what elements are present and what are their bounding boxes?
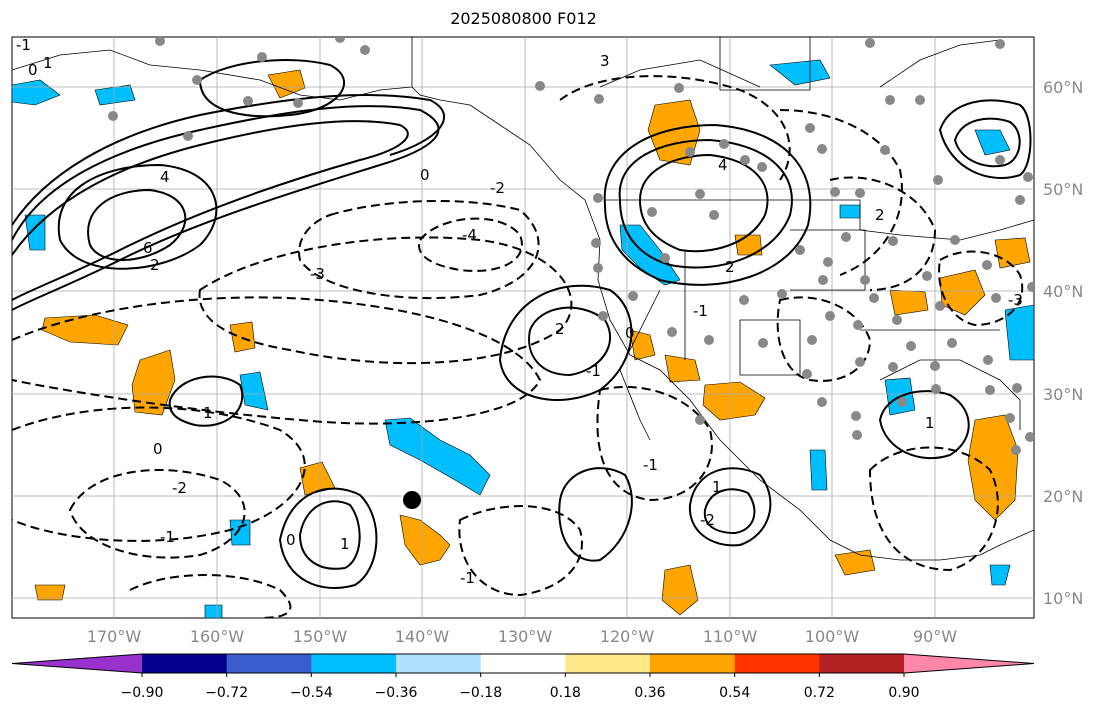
negative-contours bbox=[12, 75, 1024, 618]
lon-label: 120°W bbox=[600, 627, 655, 646]
colorbar-segment bbox=[819, 654, 905, 673]
lat-label: 20°N bbox=[1043, 487, 1083, 506]
colorbar-tick-label: −0.36 bbox=[375, 685, 418, 701]
colorbar-segment bbox=[226, 654, 312, 673]
positive-anomaly-regions bbox=[34, 69, 1031, 616]
coastlines bbox=[12, 37, 1034, 561]
contour-label: 4 bbox=[160, 168, 170, 186]
contour-label: 1 bbox=[925, 414, 935, 432]
lon-label: 100°W bbox=[805, 627, 860, 646]
lon-label: 140°W bbox=[395, 627, 450, 646]
contour-label: -1 bbox=[16, 36, 31, 54]
contour-label: -2 bbox=[700, 511, 715, 529]
contour-label: -1 bbox=[460, 569, 475, 587]
contour-label: -1 bbox=[160, 528, 175, 546]
colorbar-max-extension bbox=[904, 654, 1034, 673]
contour-label: 2 bbox=[555, 320, 565, 338]
colorbar-tick-label: −0.54 bbox=[290, 685, 333, 701]
contour-label: 3 bbox=[600, 52, 610, 70]
contour-label: -1 bbox=[643, 456, 658, 474]
contour-label: -2 bbox=[172, 479, 187, 497]
contour-label: -4 bbox=[462, 226, 477, 244]
lon-label: 170°W bbox=[87, 627, 142, 646]
contour-label: 4 bbox=[718, 156, 728, 174]
colorbar-segment bbox=[734, 654, 820, 673]
latitude-labels: 60°N 50°N 40°N 30°N 20°N 10°N bbox=[1043, 78, 1083, 608]
colorbar-tick-label: 0.72 bbox=[804, 685, 835, 701]
colorbar-tick-label: −0.18 bbox=[459, 685, 502, 701]
contour-label: 0 bbox=[28, 61, 38, 79]
contour-label: 2 bbox=[150, 256, 160, 274]
contour-label: 0 bbox=[625, 324, 635, 342]
colorbar: −0.90 −0.72 −0.54 −0.36 −0.18 0.18 0.36 0.54 0.7… bbox=[11, 653, 1035, 701]
lat-label: 50°N bbox=[1043, 180, 1083, 199]
colorbar-segment bbox=[396, 654, 482, 673]
contour-label: 6 bbox=[143, 239, 153, 257]
longitude-labels: 170°W 160°W 150°W 140°W 130°W 120°W 110°… bbox=[87, 627, 957, 646]
contour-label: -2 bbox=[490, 179, 505, 197]
colorbar-tick-label: 0.36 bbox=[634, 685, 665, 701]
contour-label: 2 bbox=[875, 206, 885, 224]
contour-label: -1 bbox=[693, 302, 708, 320]
lon-label: 150°W bbox=[293, 627, 348, 646]
lat-label: 30°N bbox=[1043, 385, 1083, 404]
positive-contours bbox=[12, 59, 1032, 589]
lat-label: 40°N bbox=[1043, 282, 1083, 301]
lat-label: 60°N bbox=[1043, 78, 1083, 97]
lon-label: 90°W bbox=[913, 627, 957, 646]
contour-label: 1 bbox=[43, 54, 53, 72]
contour-label: 2 bbox=[725, 258, 735, 276]
contour-label: 1 bbox=[340, 535, 350, 553]
contour-label: 1 bbox=[203, 404, 213, 422]
contour-label: -3 bbox=[310, 265, 325, 283]
contour-label: 0 bbox=[153, 440, 163, 458]
colorbar-tick-label: −0.90 bbox=[121, 685, 164, 701]
colorbar-tick-label: −0.72 bbox=[205, 685, 248, 701]
colorbar-tick-label: 0.18 bbox=[550, 685, 581, 701]
contour-label: 0 bbox=[420, 166, 430, 184]
lon-label: 130°W bbox=[498, 627, 553, 646]
lat-label: 10°N bbox=[1043, 589, 1083, 608]
graticule bbox=[12, 37, 1034, 618]
colorbar-segment bbox=[142, 654, 228, 673]
colorbar-segment bbox=[650, 654, 736, 673]
lon-label: 110°W bbox=[703, 627, 758, 646]
colorbar-tick-label: 0.90 bbox=[888, 685, 919, 701]
contour-label: 0 bbox=[286, 531, 296, 549]
station-markers bbox=[108, 37, 1034, 455]
lon-label: 160°W bbox=[190, 627, 245, 646]
colorbar-min-extension bbox=[12, 654, 142, 673]
negative-anomaly-regions bbox=[12, 59, 1034, 618]
colorbar-segment bbox=[565, 654, 651, 673]
contour-labels: -1 0 1 4 6 2 -3 -4 -2 2 4 2 -1 0 -1 0 1 … bbox=[16, 36, 1023, 587]
contour-label: 1 bbox=[712, 478, 722, 496]
contour-label: -3 bbox=[1008, 291, 1023, 309]
storm-center-marker bbox=[403, 491, 421, 509]
map-title: 2025080800 F012 bbox=[450, 9, 597, 28]
colorbar-tick-label: 0.54 bbox=[719, 685, 750, 701]
colorbar-segment bbox=[311, 654, 397, 673]
colorbar-segment bbox=[480, 654, 566, 673]
contour-label: -1 bbox=[586, 362, 601, 380]
